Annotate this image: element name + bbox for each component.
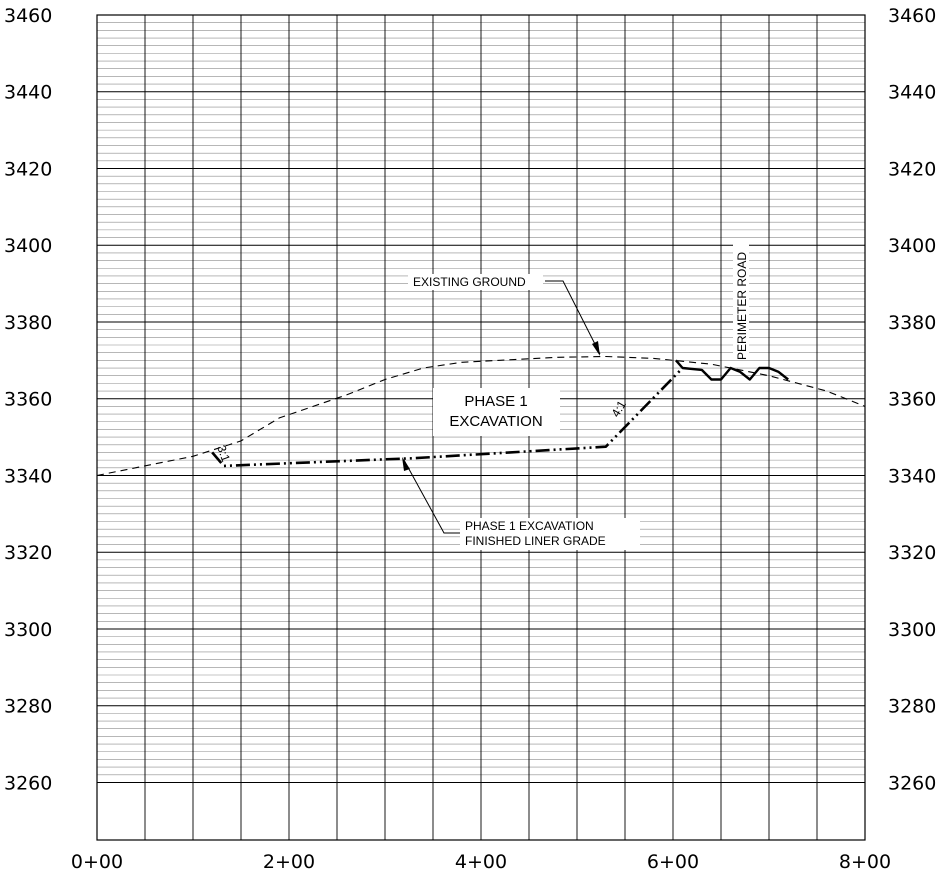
phase1-label-line2: EXCAVATION (449, 413, 542, 430)
y-tick-label-right: 3280 (888, 696, 936, 718)
existing-ground-leader (545, 280, 601, 355)
existing-ground-arrowhead (592, 341, 600, 356)
series-line-dash-dot-dot (211, 367, 684, 468)
x-tick-label: 6+00 (647, 851, 699, 873)
y-tick-label-right: 3340 (888, 465, 936, 487)
y-tick-label-right: 3300 (888, 619, 936, 641)
x-tick-label: 8+00 (839, 851, 891, 873)
y-tick-label-right: 3440 (888, 82, 936, 104)
perimeter-road-label-mask (733, 238, 749, 360)
liner-label-line2: FINISHED LINER GRADE (465, 534, 606, 548)
x-tick-label: 4+00 (455, 851, 507, 873)
liner-leader (403, 459, 460, 534)
y-axis-right-labels: 3460 3440 3420 3400 3380 3360 3340 3320 3300 3280… (888, 5, 936, 794)
x-tick-label: 2+00 (263, 851, 315, 873)
y-tick-label-right: 3460 (888, 5, 936, 27)
y-tick-label-left: 3440 (4, 82, 52, 104)
slope-label-right: 4:1 (608, 398, 629, 420)
y-tick-label-right: 3260 (888, 772, 936, 794)
phase1-label-mask (433, 388, 560, 436)
series-layer (96, 355, 866, 477)
y-tick-label-left: 3260 (4, 772, 52, 794)
y-axis-left-labels: 3460 3440 3420 3400 3380 3360 3340 3320 3300 3280… (4, 5, 52, 794)
series-line-solid (674, 359, 789, 381)
liner-label-mask (460, 518, 640, 550)
y-tick-label-right: 3400 (888, 235, 936, 257)
existing-ground-label-mask (408, 274, 543, 290)
y-tick-label-left: 3400 (4, 235, 52, 257)
y-tick-label-left: 3460 (4, 5, 52, 27)
y-tick-label-right: 3360 (888, 389, 936, 411)
slope-label-left: 3:1 (214, 443, 233, 464)
x-axis-labels: 0+00 2+00 4+00 6+00 8+00 (71, 851, 891, 873)
perimeter-road-label: PERIMETER ROAD (735, 252, 749, 360)
y-tick-label-left: 3340 (4, 465, 52, 487)
y-tick-label-left: 3360 (4, 389, 52, 411)
y-tick-label-right: 3380 (888, 312, 936, 334)
y-tick-label-left: 3420 (4, 158, 52, 180)
plot-frame (96, 14, 866, 841)
y-tick-label-right: 3420 (888, 158, 936, 180)
y-tick-label-right: 3320 (888, 542, 936, 564)
liner-arrowhead (402, 457, 410, 471)
y-tick-label-left: 3300 (4, 619, 52, 641)
liner-label-line1: PHASE 1 EXCAVATION (465, 519, 594, 533)
y-tick-label-left: 3320 (4, 542, 52, 564)
y-tick-label-left: 3380 (4, 312, 52, 334)
phase1-label-line1: PHASE 1 (464, 393, 527, 410)
existing-ground-label: EXISTING GROUND (413, 275, 526, 289)
y-tick-label-left: 3280 (4, 696, 52, 718)
x-tick-label: 0+00 (71, 851, 123, 873)
